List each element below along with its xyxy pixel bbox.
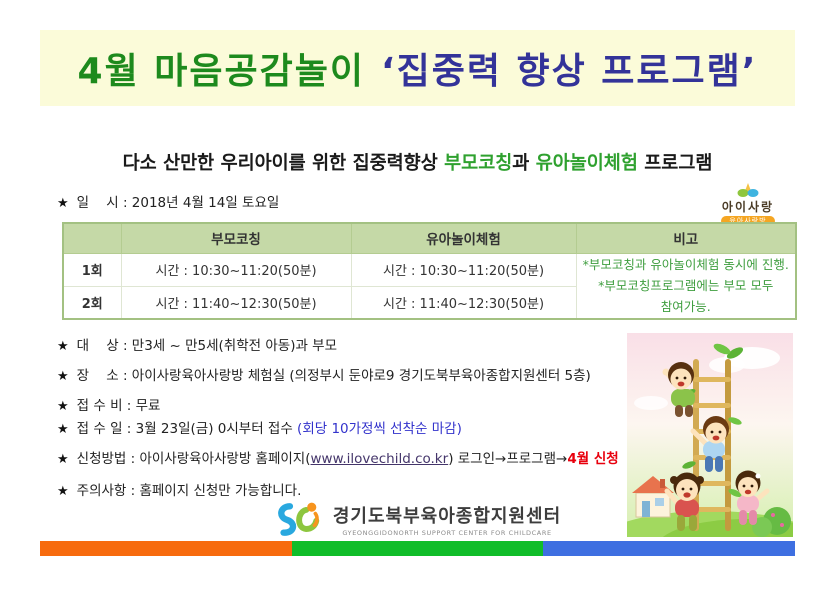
subtitle-part2: 과 [512,153,536,174]
detail-reg-date-highlight: (회당 10가정씩 선착순 마감) [297,421,462,437]
ailove-logo-badge: 육아사랑방 [721,216,775,226]
star-icon: ★ [57,369,69,384]
header-parent-coaching: 부모코칭 [120,222,352,254]
detail-notice: ★ 주의사항 : 홈페이지 신청만 가능합니다. [57,479,301,499]
ailove-logo-icon [737,183,759,197]
date-text: 일 시 : 2018년 4월 14일 토요일 [76,195,280,211]
detail-method-text: 신청방법 : 아이사랑육아사랑방 홈페이지( [76,451,311,467]
date-line: ★ 일 시 : 2018년 4월 14일 토요일 [57,191,279,211]
detail-method-highlight: 4월 신청 [567,451,619,467]
detail-place-text: 장 소 : 아이사랑육아사랑방 체험실 (의정부시 둔야로9 경기도북부육아종합… [76,368,591,384]
org-logo-icon [278,502,320,536]
children-illustration [627,333,793,537]
detail-place: ★ 장 소 : 아이사랑육아사랑방 체험실 (의정부시 둔야로9 경기도북부육아종… [57,364,591,384]
bar-segment-blue [543,541,796,556]
title-band: 4월 마음공감놀이 ‘집중력 향상 프로그램’ [40,30,795,106]
ailove-logo-name: 아이사랑 [721,200,775,214]
bottom-color-bar [40,541,796,556]
subtitle: 다소 산만한 우리아이를 위한 집중력향상 부모코칭과 유아놀이체험 프로그램 [40,149,795,175]
kid-1 [662,362,695,417]
note-line-3: 참여가능. [660,299,711,315]
child-time-2: 시간 : 11:40~12:30(50분) [350,285,577,320]
note-line-1: *부모코칭과 유아놀이체험 동시에 진행. [582,256,789,272]
subtitle-part1: 다소 산만한 우리아이를 위한 집중력향상 [122,153,445,174]
detail-reg-date-text: 접 수 일 : 3월 23일(금) 0시부터 접수 [76,421,298,437]
subtitle-highlight-child: 유아놀이체험 [535,153,638,174]
kid-3 [664,472,704,531]
footer-logo: 경기도북부육아종합지원센터 GYEONGGIDONORTH SUPPORT CE… [0,499,835,539]
detail-method: ★ 신청방법 : 아이사랑육아사랑방 홈페이지(www.ilovechild.co… [57,447,619,467]
detail-method-text2: ) 로그인→프로그램→ [448,451,568,467]
table-header-row: 부모코칭 유아놀이체험 비고 [62,222,797,254]
kid-4 [735,470,770,525]
detail-target-text: 대 상 : 만3세 ~ 만5세(취학전 아동)과 부모 [76,338,338,354]
title-month: 4월 마음공감놀이 [77,51,365,92]
session-1: 1회 [62,252,122,287]
session-2: 2회 [62,285,122,320]
ailove-logo: 아이사랑 육아사랑방 [702,183,794,226]
kid-2 [690,416,729,472]
star-icon: ★ [57,339,69,354]
header-note: 비고 [575,222,797,254]
detail-notice-text: 주의사항 : 홈페이지 신청만 가능합니다. [76,483,302,499]
header-session [62,222,122,254]
website-link[interactable]: www.ilovechild.co.kr [310,451,449,467]
star-icon: ★ [57,422,69,437]
subtitle-highlight-parent: 부모코칭 [444,153,513,174]
org-name-korean: 경기도북부육아종합지원센터 [332,505,562,527]
detail-fee-text: 접 수 비 : 무료 [76,398,161,414]
star-icon: ★ [57,452,69,467]
star-icon: ★ [57,196,69,211]
star-icon: ★ [57,484,69,499]
table-row: 1회 시간 : 10:30~11:20(50분) 시간 : 10:30~11:2… [62,252,797,320]
parent-time-2: 시간 : 11:40~12:30(50분) [120,285,352,320]
org-name-english: GYEONGGIDONORTH SUPPORT CENTER FOR CHILD… [342,528,552,537]
star-icon: ★ [57,399,69,414]
detail-reg-date: ★ 접 수 일 : 3월 23일(금) 0시부터 접수 (회당 10가정씩 선착순… [57,417,462,437]
subtitle-part3: 프로그램 [637,153,713,174]
schedule-table: 부모코칭 유아놀이체험 비고 1회 시간 : 10:30~11:20(50분) … [62,222,797,320]
detail-target: ★ 대 상 : 만3세 ~ 만5세(취학전 아동)과 부모 [57,334,337,354]
parent-time-1: 시간 : 10:30~11:20(50분) [120,252,352,287]
note-cell: *부모코칭과 유아놀이체험 동시에 진행. *부모코칭프로그램에는 부모 모두 … [575,252,797,320]
note-line-2: *부모코칭프로그램에는 부모 모두 [598,278,774,294]
table-row: 2회 시간 : 11:40~12:30(50분) 시간 : 11:40~12:3… [62,285,796,320]
bar-segment-orange [40,541,292,556]
title-program: ‘집중력 향상 프로그램’ [380,51,758,92]
detail-fee: ★ 접 수 비 : 무료 [57,394,160,414]
header-child-play: 유아놀이체험 [350,222,577,254]
bar-segment-green [291,541,544,556]
child-time-1: 시간 : 10:30~11:20(50분) [350,252,577,287]
